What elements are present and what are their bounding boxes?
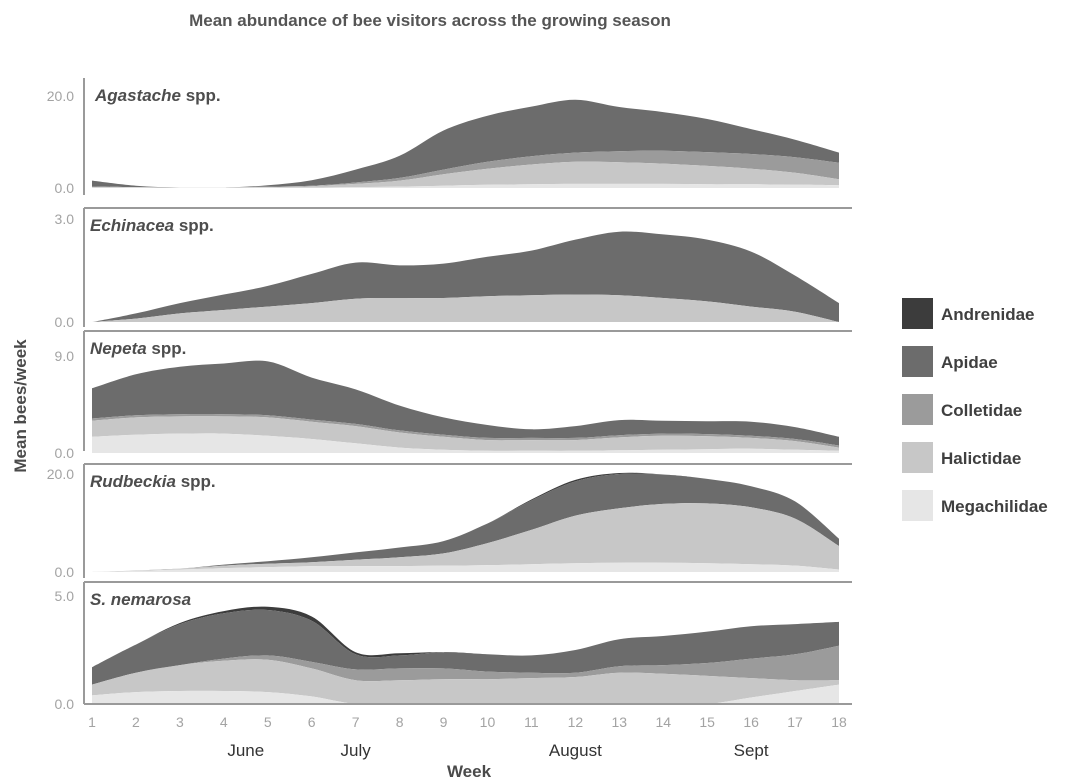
x-axis-title: Week [447, 762, 492, 781]
area-s-nemarosa-colletidae [92, 645, 839, 685]
legend-label-andrenidae: Andrenidae [941, 305, 1035, 324]
panel-agastache: 0.0 20.0 Agastache spp. [47, 78, 852, 209]
legend-item-halictidae: Halictidae [902, 442, 1021, 473]
panel-rudbeckia-label-genus: Rudbeckia [90, 472, 176, 491]
legend-swatch-andrenidae [902, 298, 933, 329]
legend-item-colletidae: Colletidae [902, 394, 1022, 425]
panel-agastache-label: Agastache spp. [94, 86, 221, 105]
legend: Andrenidae Apidae Colletidae Halictidae Mega… [902, 298, 1048, 521]
panel-nepeta-label-suffix: spp. [147, 339, 187, 358]
legend-swatch-apidae [902, 346, 933, 377]
x-tick-18: 18 [831, 714, 847, 730]
legend-label-halictidae: Halictidae [941, 449, 1021, 468]
panel-rudbeckia: 0.0 20.0 Rudbeckia spp. [47, 464, 852, 583]
panel-nepeta-ytick-max: 9.0 [55, 348, 75, 364]
area-rudbeckia-halictidae [92, 503, 839, 572]
area-agastache-apidae [92, 99, 839, 188]
x-tick-4: 4 [220, 714, 228, 730]
month-label-august: August [549, 741, 602, 760]
legend-label-megachilidae: Megachilidae [941, 497, 1048, 516]
area-s-nemarosa-megachilidae [92, 684, 839, 705]
month-label-sept: Sept [734, 741, 769, 760]
panel-s-nemarosa-label-genus: S. nemarosa [90, 590, 191, 609]
panel-agastache-ytick-min: 0.0 [55, 180, 75, 196]
legend-swatch-halictidae [902, 442, 933, 473]
area-echinacea-apidae [92, 231, 839, 322]
panel-nepeta-ytick-min: 0.0 [55, 445, 75, 461]
legend-item-andrenidae: Andrenidae [902, 298, 1035, 329]
panel-echinacea-label-suffix: spp. [174, 216, 214, 235]
panel-nepeta-areas [92, 360, 839, 453]
x-tick-6: 6 [308, 714, 316, 730]
x-tick-17: 17 [787, 714, 803, 730]
area-nepeta-megachilidae [92, 433, 839, 453]
area-rudbeckia-megachilidae [92, 562, 839, 572]
panel-s-nemarosa-ytick-max: 5.0 [55, 588, 75, 604]
x-tick-7: 7 [352, 714, 360, 730]
area-s-nemarosa-apidae [92, 609, 839, 685]
panel-s-nemarosa: 0.0 5.0 S. nemarosa [55, 582, 852, 712]
x-tick-1: 1 [88, 714, 96, 730]
area-agastache-halictidae [92, 161, 839, 188]
panel-nepeta: 0.0 9.0 Nepeta spp. [55, 331, 852, 465]
x-tick-13: 13 [612, 714, 628, 730]
legend-swatch-colletidae [902, 394, 933, 425]
x-tick-8: 8 [396, 714, 404, 730]
x-tick-9: 9 [440, 714, 448, 730]
panel-echinacea-label-genus: Echinacea [90, 216, 174, 235]
x-tick-15: 15 [699, 714, 715, 730]
x-tick-11: 11 [524, 714, 539, 730]
panel-rudbeckia-ytick-min: 0.0 [55, 564, 75, 580]
panel-s-nemarosa-label: S. nemarosa [90, 590, 191, 609]
panel-s-nemarosa-areas [92, 606, 839, 705]
panel-rudbeckia-label-suffix: spp. [176, 472, 216, 491]
area-agastache-colletidae [92, 150, 839, 188]
panel-agastache-label-genus: Agastache [94, 86, 181, 105]
area-nepeta-halictidae [92, 416, 839, 451]
x-tick-3: 3 [176, 714, 184, 730]
panel-echinacea: 0.0 3.0 Echinacea spp. [55, 208, 852, 332]
panel-s-nemarosa-ytick-min: 0.0 [55, 696, 75, 712]
panel-echinacea-areas [92, 231, 839, 322]
panel-echinacea-ytick-min: 0.0 [55, 314, 75, 330]
panel-nepeta-label: Nepeta spp. [90, 339, 186, 358]
area-nepeta-apidae [92, 360, 839, 446]
panel-agastache-label-suffix: spp. [181, 86, 221, 105]
legend-swatch-megachilidae [902, 490, 933, 521]
legend-label-apidae: Apidae [941, 353, 998, 372]
chart-title: Mean abundance of bee visitors across th… [189, 11, 671, 30]
x-tick-5: 5 [264, 714, 272, 730]
x-tick-14: 14 [655, 714, 671, 730]
panel-echinacea-ytick-max: 3.0 [55, 211, 75, 227]
legend-item-megachilidae: Megachilidae [902, 490, 1048, 521]
panel-rudbeckia-areas [92, 472, 839, 572]
panel-agastache-ytick-max: 20.0 [47, 88, 74, 104]
month-label-june: June [227, 741, 264, 760]
panel-rudbeckia-ytick-max: 20.0 [47, 466, 74, 482]
month-label-july: July [341, 741, 372, 760]
x-tick-12: 12 [568, 714, 584, 730]
legend-label-colletidae: Colletidae [941, 401, 1022, 420]
panels: 0.0 20.0 Agastache spp. 0.0 3.0 Echinacea spp… [47, 78, 852, 712]
area-rudbeckia-apidae [92, 473, 839, 572]
x-tick-16: 16 [743, 714, 759, 730]
legend-item-apidae: Apidae [902, 346, 998, 377]
x-tick-2: 2 [132, 714, 140, 730]
panel-agastache-areas [92, 99, 839, 188]
panel-echinacea-label: Echinacea spp. [90, 216, 214, 235]
area-s-nemarosa-halictidae [92, 659, 839, 705]
x-tick-10: 10 [480, 714, 496, 730]
y-axis-title: Mean bees/week [11, 339, 30, 473]
panel-nepeta-label-genus: Nepeta [90, 339, 147, 358]
area-agastache-megachilidae [92, 183, 839, 188]
panel-rudbeckia-label: Rudbeckia spp. [90, 472, 216, 491]
area-echinacea-halictidae [92, 294, 839, 322]
